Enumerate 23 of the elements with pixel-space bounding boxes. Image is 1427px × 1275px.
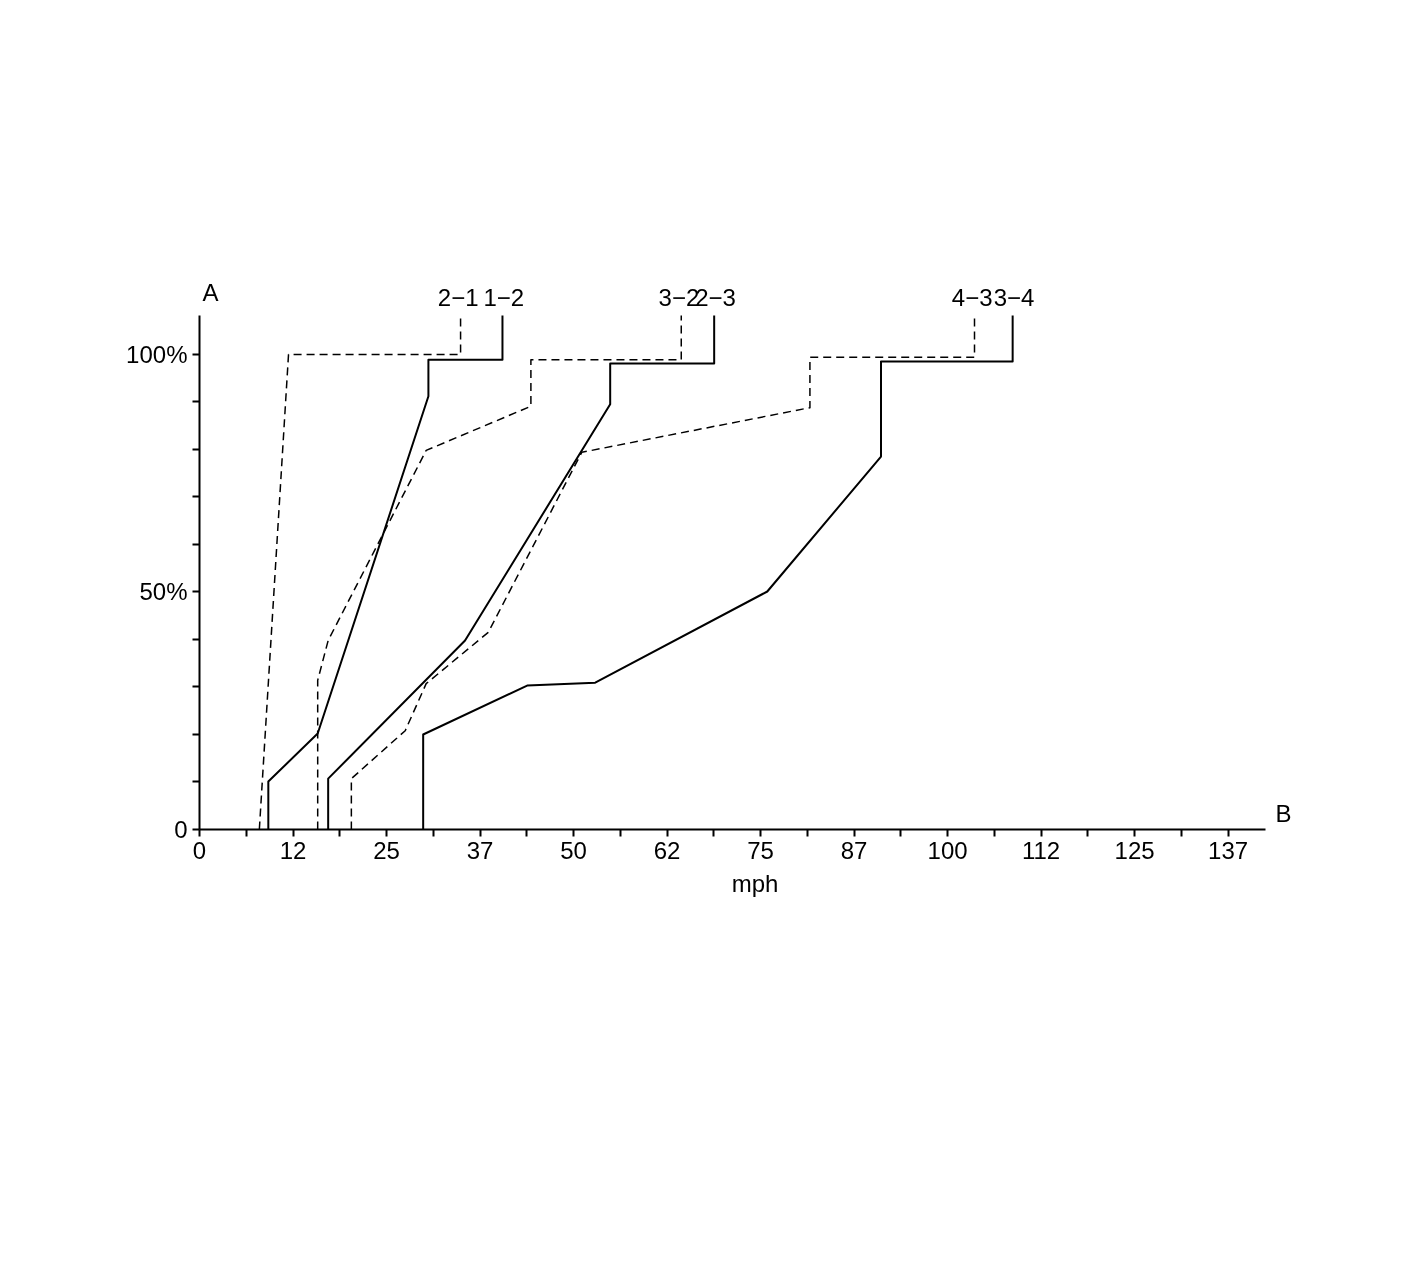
series-label: 2−1 [437,283,479,311]
x-tick-label: 0 [192,836,207,864]
x-tick-label: 37 [466,836,494,864]
series-label: 4−3 [951,283,993,311]
x-tick-label: 125 [1114,836,1155,864]
x-tick-label: 112 [1021,836,1061,864]
x-tick-label: 12 [279,836,307,864]
series-label: 3−4 [993,283,1035,311]
text: A [202,278,219,306]
y-tick-label: 0 [174,816,188,843]
series-label: 1−2 [483,283,525,311]
x-tick-label: 62 [653,836,681,864]
series-label: 2−3 [695,283,736,311]
x-tick-label: 100 [927,836,968,864]
x-tick-label: 137 [1208,836,1249,864]
y-tick-label: 50% [139,578,188,606]
x-tick-label: 75 [747,836,774,864]
x-axis-title: mph [731,869,779,897]
x-tick-label: 87 [840,836,868,864]
x-tick-label: 25 [373,836,400,864]
y-tick-label: 100% [126,340,188,368]
x-tick-label: 50 [560,836,587,864]
text: B [1275,799,1292,827]
